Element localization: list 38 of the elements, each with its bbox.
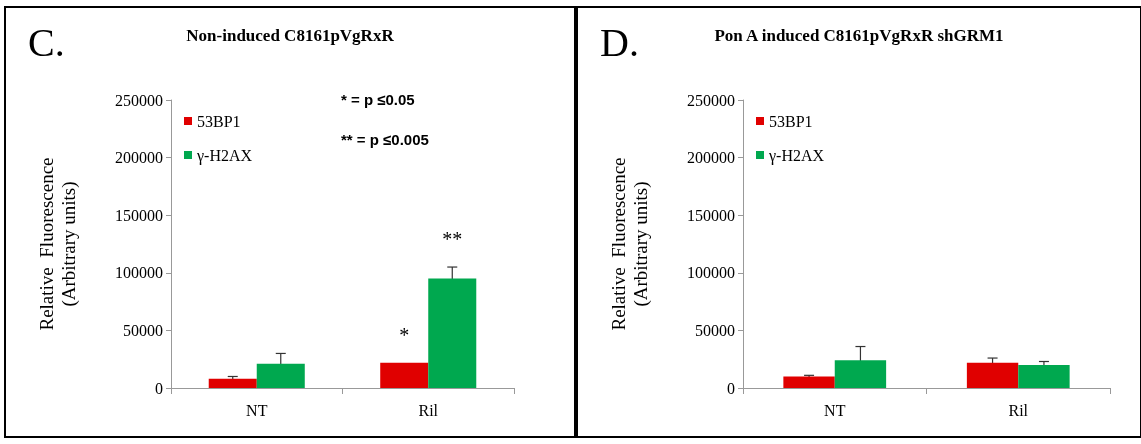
y-tick-label: 250000	[115, 91, 163, 109]
annotation: ** = p ≤0.005	[341, 131, 429, 148]
y-axis-title: Relative Fluorescence (Arbitrary units)	[35, 157, 80, 331]
y-tick-label: 150000	[687, 206, 735, 224]
bar	[1018, 364, 1070, 388]
y-tick-label: 0	[727, 379, 735, 397]
bar	[380, 362, 429, 388]
y-tick-label: 200000	[115, 149, 163, 167]
y-tick-label: 250000	[687, 91, 735, 109]
x-tick-label: NT	[246, 401, 268, 419]
bar	[783, 376, 835, 388]
x-tick-label: NT	[824, 401, 846, 419]
chart-title: Pon A induced C8161pVgRxR shGRM1	[714, 26, 1004, 45]
text: C.	[28, 19, 65, 65]
annotation: **	[442, 228, 463, 251]
y-axis-title: Relative Fluorescence (Arbitrary units)	[607, 157, 652, 331]
bar	[966, 362, 1019, 388]
bar	[834, 360, 887, 388]
bar	[208, 378, 257, 388]
legend-label: γ-H2AX	[768, 146, 825, 165]
text: D.	[600, 19, 639, 65]
y-tick-label: 50000	[695, 321, 735, 339]
legend-label: 53BP1	[769, 112, 813, 130]
y-tick-label: 200000	[687, 149, 735, 167]
bar	[256, 363, 305, 388]
x-tick-label: Ril	[418, 401, 439, 419]
legend-label: γ-H2AX	[196, 146, 253, 165]
y-tick-label: 50000	[123, 321, 163, 339]
bar	[428, 278, 477, 388]
y-tick-label: 150000	[115, 206, 163, 224]
chart-title: Non-induced C8161pVgRxR	[186, 26, 395, 45]
annotation: *	[399, 323, 410, 346]
y-tick-label: 100000	[115, 264, 163, 282]
y-tick-label: 100000	[687, 264, 735, 282]
legend-label: 53BP1	[197, 112, 241, 130]
annotation: * = p ≤0.05	[341, 91, 415, 108]
x-tick-label: Ril	[1008, 401, 1029, 419]
y-tick-label: 0	[155, 379, 163, 397]
